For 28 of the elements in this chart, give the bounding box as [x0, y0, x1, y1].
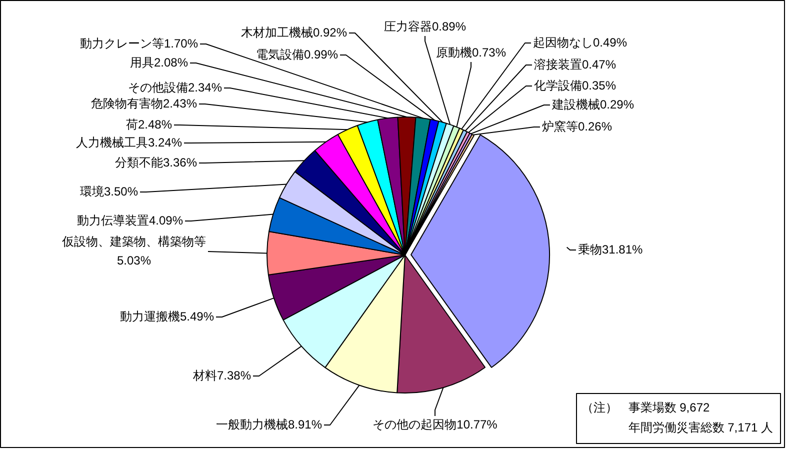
slice-label: 一般動力機械8.91% — [216, 417, 322, 432]
slice-label: 圧力容器0.89% — [384, 19, 466, 34]
slice-label: 動力運搬機5.49% — [120, 309, 214, 324]
text: 年間労働災害総数 7,171 人 — [628, 420, 774, 434]
slice-label: 電気設備0.99% — [256, 47, 338, 62]
slice-label: その他の起因物10.77% — [372, 417, 498, 432]
slice-label: 環境3.50% — [80, 184, 138, 198]
slice-label: 仮設物、建築物、構築物等 — [61, 234, 206, 248]
slice-label: 建設機械0.29% — [551, 97, 634, 112]
slice-label: 人力機械工具3.24% — [76, 135, 182, 150]
text: 事業場数 9,672 — [628, 400, 710, 414]
slice-label: 炉窯等0.26% — [542, 119, 612, 134]
slice-label: 危険物有害物2.43% — [90, 96, 198, 110]
slice-label: その他設備2.34% — [128, 80, 222, 94]
slice-label: 動力伝導装置4.09% — [76, 213, 184, 228]
slice-label: 用具2.08% — [130, 55, 188, 70]
data-label: 5.03% — [116, 253, 152, 268]
slice-label: 乗物31.81% — [578, 242, 644, 256]
slice-label: 起因物なし0.49% — [533, 35, 628, 50]
slice-label: 荷2.48% — [126, 117, 172, 132]
slice-label: 木材加工機械0.92% — [240, 25, 348, 40]
slice-label: 溶接装置0.47% — [534, 57, 616, 72]
slice-label: 分類不能3.36% — [114, 155, 198, 170]
slice-label: 原動機0.73% — [436, 45, 506, 60]
text: （注） — [581, 400, 618, 414]
slice-label: 材料7.38% — [192, 368, 252, 382]
slice-label: 化学設備0.35% — [534, 78, 616, 92]
slice-label: 動力クレーン等1.70% — [80, 36, 198, 50]
